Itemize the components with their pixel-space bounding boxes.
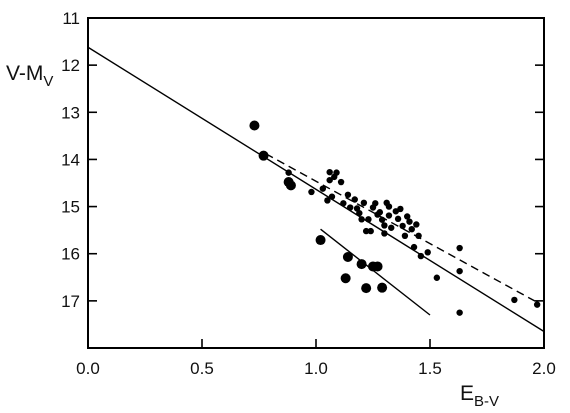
small-data-point [456,244,463,252]
small-data-point [365,216,372,223]
small-data-point [326,168,333,176]
large-data-point [285,180,296,191]
small-data-point [397,205,404,213]
y-tick-label: 12 [61,56,80,75]
y-tick-label: 16 [61,245,80,264]
small-data-point [356,209,363,217]
small-data-point [347,204,354,211]
fit-line [320,228,431,316]
x-axis-label-sub: B-V [474,393,499,410]
data-points-layer [249,120,541,316]
small-data-point [406,218,413,225]
large-data-point [361,283,372,294]
small-data-point [319,185,327,192]
y-tick-label: 17 [61,292,80,311]
x-tick-label: 0.0 [76,359,100,378]
small-data-point [333,169,340,176]
small-data-point [401,232,409,239]
large-data-point [372,261,383,272]
small-data-point [408,226,415,233]
y-tick-label: 13 [61,103,80,122]
small-data-point [378,216,386,223]
large-data-point [315,235,326,246]
small-data-point [413,221,420,228]
small-data-point [433,274,441,281]
small-data-point [456,267,463,275]
small-data-point [367,227,374,235]
y-axis-label: V-MV [6,62,53,90]
small-data-point [351,196,358,203]
small-data-point [324,197,331,204]
y-axis-label-sub: V [43,73,53,90]
small-data-point [424,249,431,256]
large-data-point [340,273,351,284]
small-data-point [404,213,411,220]
small-data-point [308,188,315,196]
fit-line [87,46,545,333]
large-data-point [356,259,367,270]
small-data-point [511,296,518,304]
small-data-point [376,209,384,216]
small-data-point [372,200,379,207]
small-data-point [360,199,368,206]
small-data-point [358,216,365,223]
x-axis-label-main: E [460,382,474,405]
small-data-point [344,191,352,198]
x-tick-label: 0.5 [190,359,214,378]
small-data-point [362,227,370,235]
fit-lines-layer [87,46,545,333]
x-tick-label: 1.0 [304,359,328,378]
small-data-point [388,224,395,231]
small-data-point [326,176,333,184]
small-data-point [385,203,393,210]
small-data-point [340,200,347,207]
tick-layer: 0.0 0.5 1.0 1.5 2.0 11 12 13 14 15 16 17 [61,9,556,378]
plot-frame [87,17,545,349]
small-data-point [415,232,422,239]
large-data-point [258,150,269,161]
y-tick-label: 11 [62,9,80,28]
small-data-point [285,169,292,176]
small-data-point [533,301,541,308]
x-tick-label: 1.5 [418,359,442,378]
small-data-point [381,222,388,229]
y-tick-label: 14 [61,150,80,169]
small-data-point [399,222,406,230]
x-axis-label: EB-V [460,382,499,410]
large-data-point [377,282,388,293]
small-data-point [381,230,388,237]
x-tick-label: 2.0 [532,359,556,378]
small-data-point [337,178,345,186]
large-data-point [342,252,353,263]
small-data-point [410,243,418,251]
small-data-point [385,212,393,219]
large-data-point [249,120,260,131]
y-axis-label-main: V-M [6,62,43,85]
small-data-point [456,309,463,316]
small-data-point [328,193,336,200]
small-data-point [417,252,425,260]
small-data-point [394,215,402,223]
y-tick-label: 15 [61,198,80,217]
